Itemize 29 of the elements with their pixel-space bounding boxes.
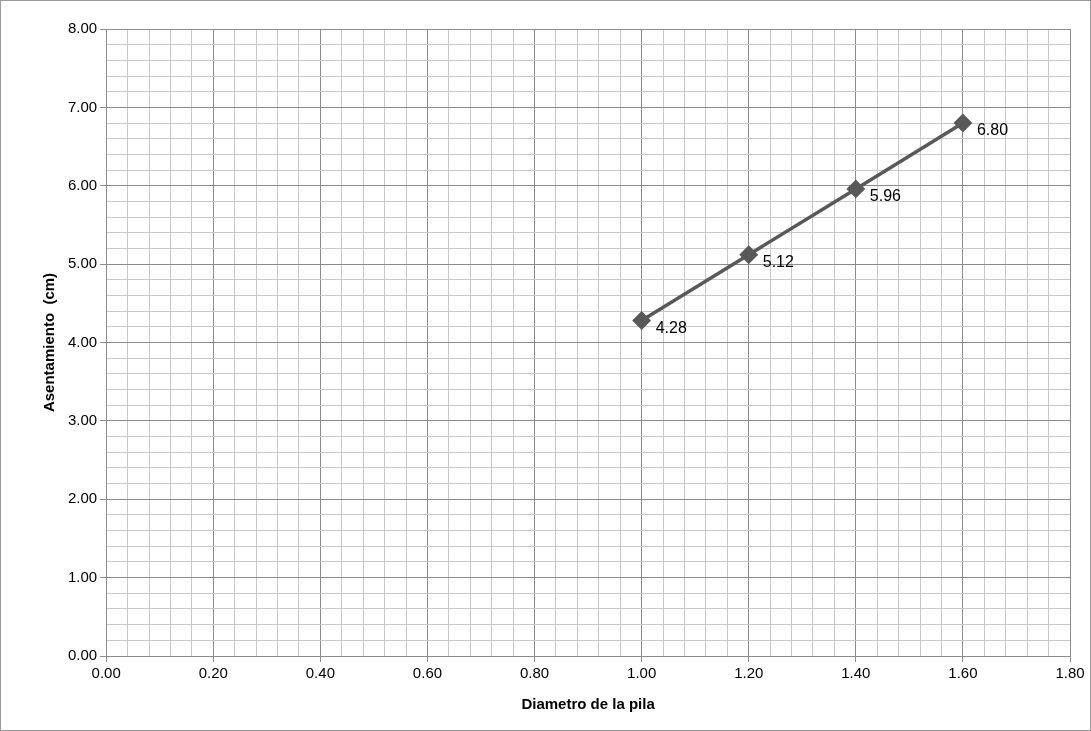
point [632,311,651,330]
data-label: 6.80 [976,121,1009,139]
x-tick-label: 0.40 [305,664,335,682]
x-tick-label: 0.20 [198,664,228,682]
x-tick-label: 0.60 [412,664,443,682]
x-tick-label: 1.80 [1055,664,1085,682]
y-tick-label: 4.00 [67,332,98,350]
x-tick-label: 0.80 [519,664,550,682]
y-tick-label: 1.00 [67,567,98,585]
y-tick-label: 7.00 [67,97,98,115]
data-label: 5.96 [869,187,902,205]
data-label: 4.28 [655,318,687,336]
y-tick-label: 0.00 [67,646,98,664]
x-tick-label: 1.60 [948,664,978,682]
point [739,245,758,264]
y-axis-title: Asentamiento (cm) [40,272,58,413]
x-tick-label: 0.00 [91,664,121,682]
x-tick-label: 1.40 [841,664,871,682]
point [847,180,865,198]
x-tick-label: 1.20 [734,664,764,682]
data-label: 5.12 [762,253,794,271]
y-tick-label: 2.00 [67,489,98,507]
y-tick-label: 8.00 [67,19,98,37]
y-tick-label: 6.00 [67,175,98,193]
y-tick-label: 5.00 [67,254,98,272]
point [954,114,972,132]
x-axis-title: Diametro de la pila [521,695,656,713]
x-tick-label: 1.00 [627,664,657,682]
y-tick-label: 3.00 [67,411,98,429]
